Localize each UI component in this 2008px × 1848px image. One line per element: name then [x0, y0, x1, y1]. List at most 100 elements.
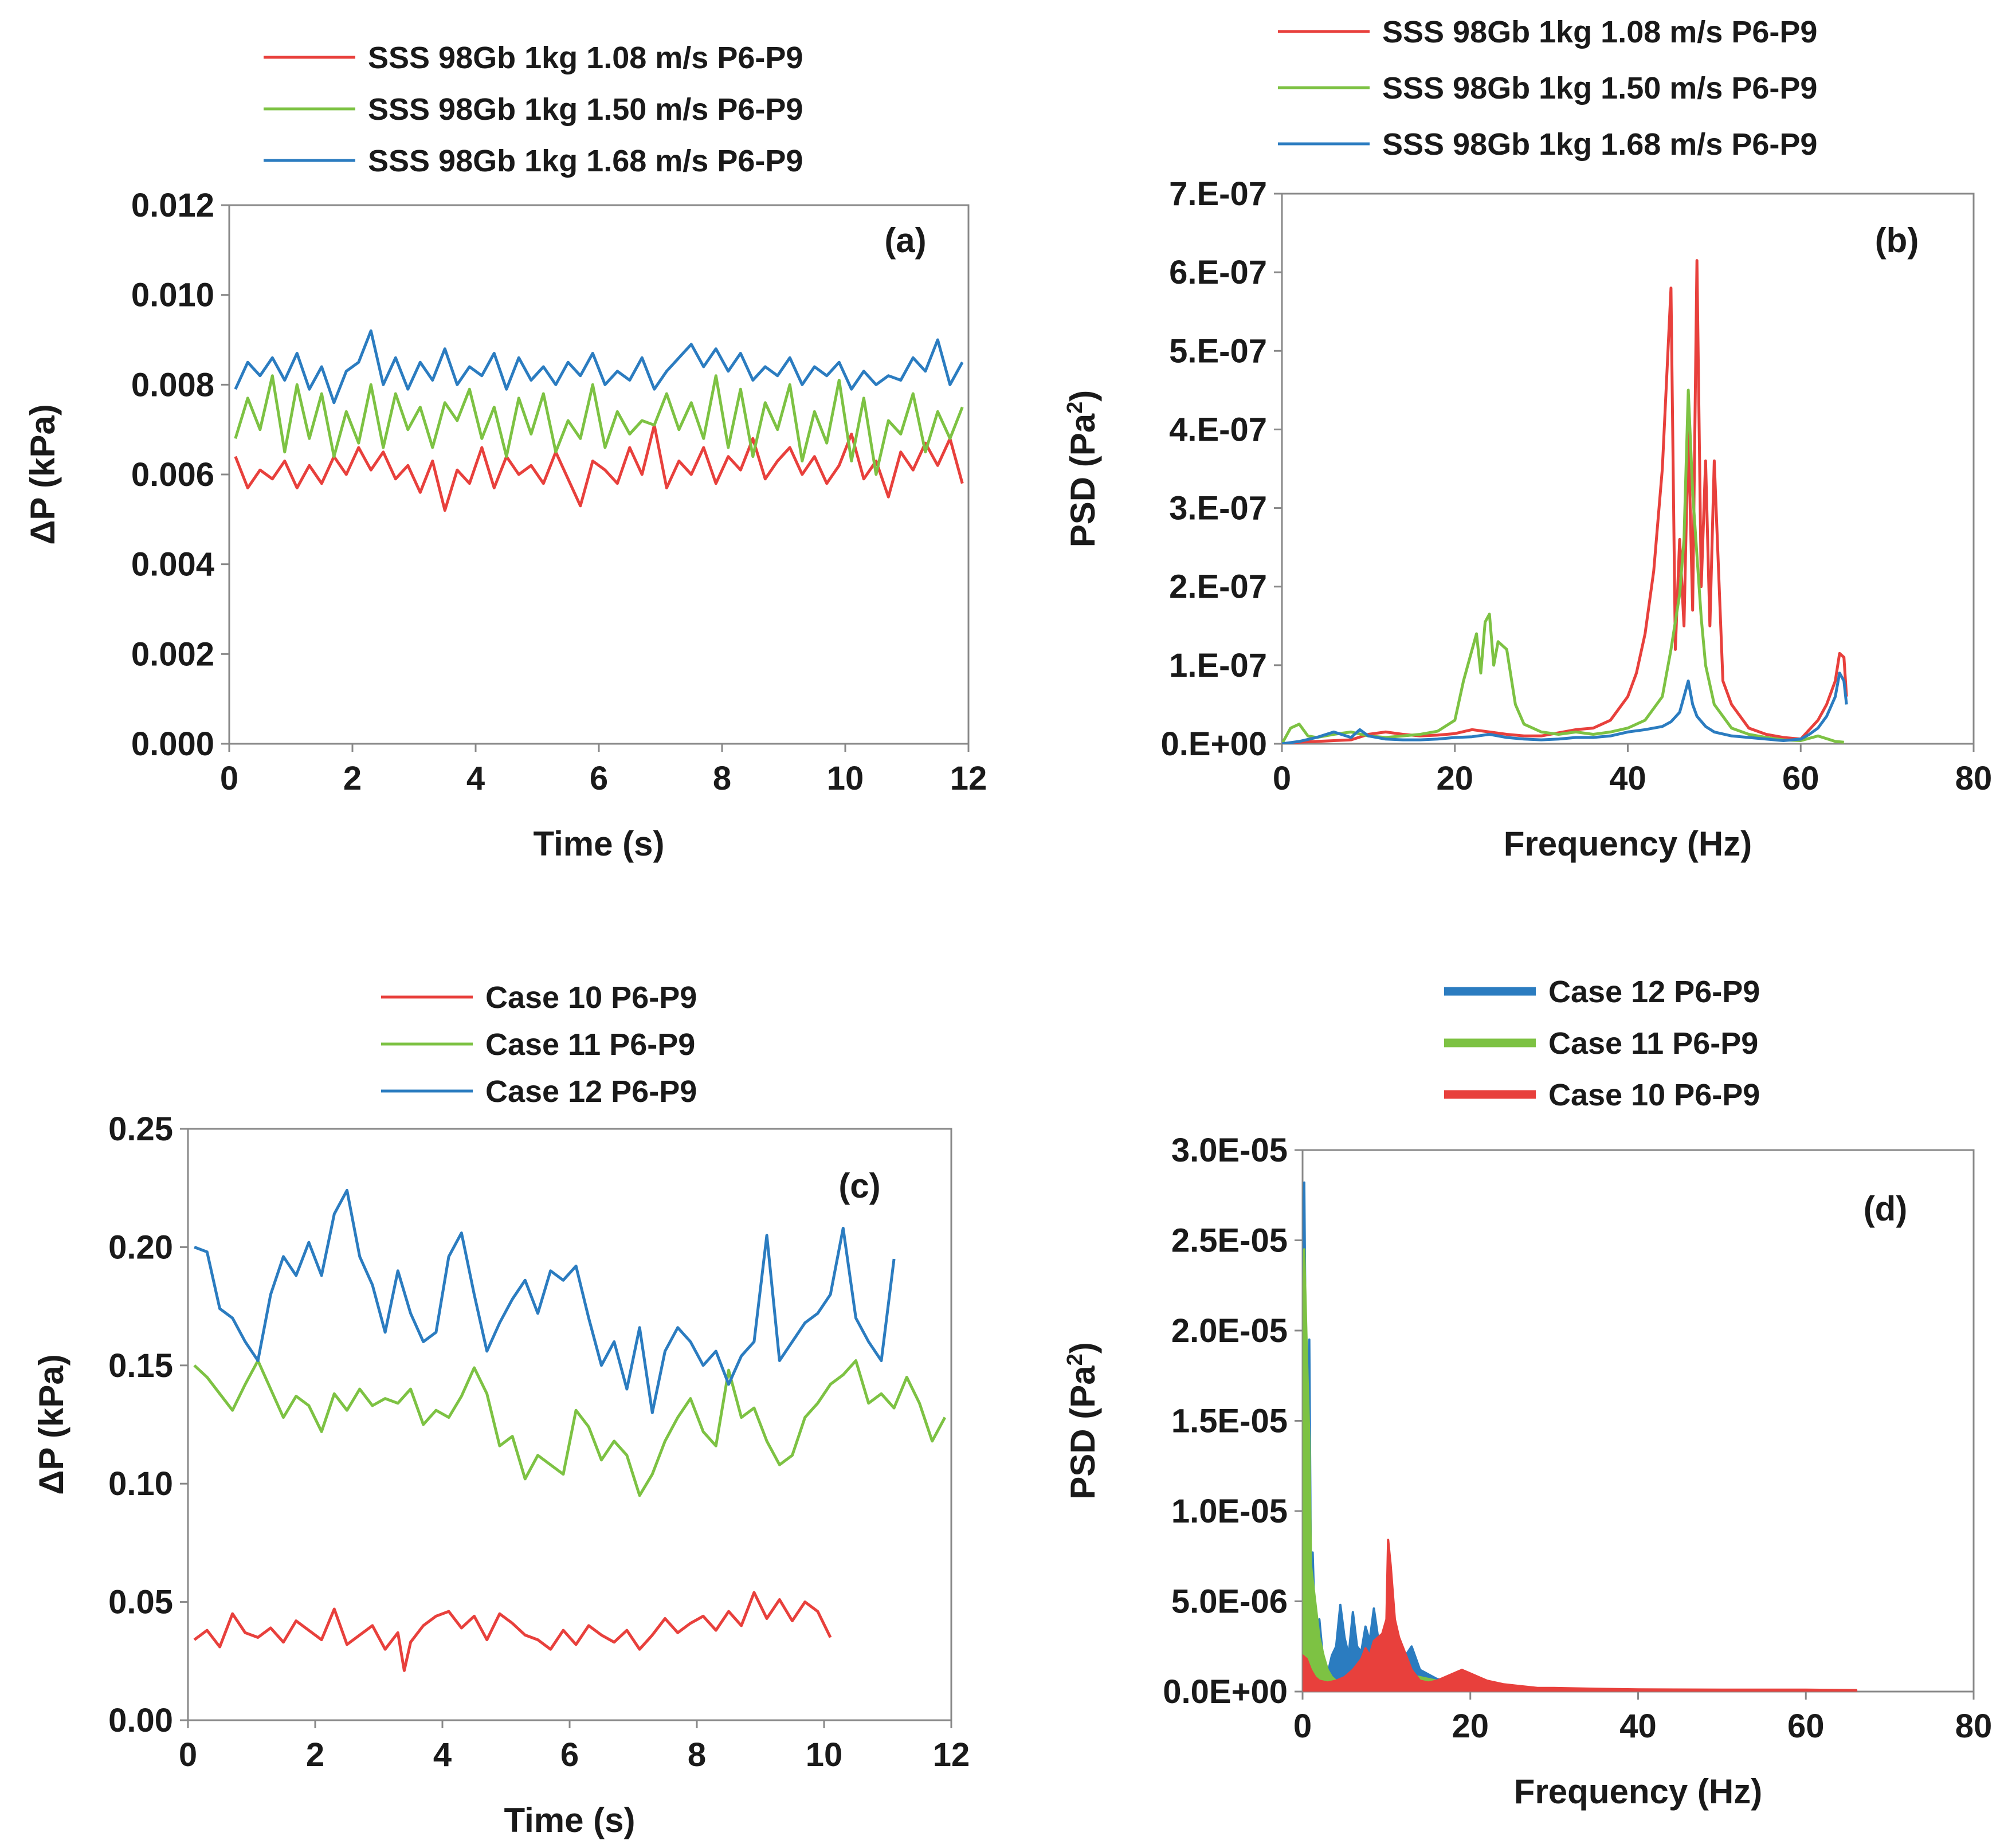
series-group [1282, 259, 1848, 744]
legend-label: Case 10 P6-P9 [485, 980, 697, 1015]
series-group [193, 1188, 947, 1672]
x-tick-label: 20 [1452, 1708, 1489, 1745]
y-tick-label: 0.008 [131, 366, 214, 403]
x-tick-label: 60 [1787, 1708, 1825, 1745]
x-tick-label: 6 [560, 1736, 579, 1774]
y-tick-label: 0.002 [131, 635, 214, 673]
y-tick-label: 0.10 [108, 1465, 173, 1502]
series-line-1 [234, 423, 964, 512]
y-axis-title: PSD (Pa2) [1063, 1342, 1102, 1500]
legend-label: SSS 98Gb 1kg 1.08 m/s P6-P9 [368, 41, 803, 75]
y-tick-label: 0.012 [131, 187, 214, 224]
series-line-3 [234, 329, 964, 405]
y-tick-label: 0.05 [108, 1584, 173, 1621]
y-axis-title: ΔP (kPa) [23, 404, 62, 544]
y-tick-label: 0.010 [131, 277, 214, 314]
x-axis-title: Time (s) [534, 825, 665, 863]
x-tick-label: 0 [1293, 1708, 1312, 1745]
plot-frame [228, 204, 970, 745]
x-tick-label: 20 [1436, 760, 1473, 797]
y-tick-label: 2.0E-05 [1171, 1312, 1288, 1349]
y-tick-label: 0.E+00 [1161, 725, 1267, 763]
x-tick-label: 0 [179, 1736, 197, 1774]
x-tick-label: 6 [590, 760, 608, 797]
y-tick-label: 1.0E-05 [1171, 1493, 1288, 1530]
y-tick-label: 3.0E-05 [1171, 1132, 1288, 1169]
legend: SSS 98Gb 1kg 1.08 m/s P6-P9 SSS 98Gb 1kg … [1278, 15, 1817, 162]
legend-label: Case 12 P6-P9 [1548, 975, 1760, 1009]
series-line-2 [1282, 389, 1844, 744]
y-axis-title: ΔP (kPa) [32, 1354, 70, 1494]
x-axis-title: Time (s) [504, 1801, 636, 1839]
legend-label: SSS 98Gb 1kg 1.68 m/s P6-P9 [368, 144, 803, 178]
y-tick-label: 2.5E-05 [1171, 1222, 1288, 1260]
x-tick-label: 12 [933, 1736, 970, 1774]
y-tick-label: 5.0E-06 [1171, 1583, 1288, 1621]
x-tick-label: 0 [220, 760, 238, 797]
x-tick-label: 8 [713, 760, 731, 797]
legend-label: Case 12 P6-P9 [485, 1074, 697, 1109]
x-tick-label: 10 [827, 760, 864, 797]
plot-frame [187, 1128, 952, 1721]
panel-label: (c) [838, 1167, 880, 1205]
legend: SSS 98Gb 1kg 1.08 m/s P6-P9 SSS 98Gb 1kg … [264, 41, 803, 178]
y-tick-label: 5.E-07 [1169, 332, 1267, 370]
panel-a: 0 2 4 6 8 10 12 0.000 0.002 0.004 0.006 0.008 0.010 0… [23, 41, 987, 863]
y-tick-label: 0.15 [108, 1347, 173, 1384]
x-tick-label: 40 [1619, 1708, 1657, 1745]
panel-label: (d) [1864, 1190, 1908, 1228]
y-tick-label: 0.20 [108, 1229, 173, 1266]
x-tick-label: 2 [343, 760, 362, 797]
y-tick-label: 4.E-07 [1169, 411, 1267, 448]
y-tick-label: 1.5E-05 [1171, 1403, 1288, 1440]
series-line-2 [234, 374, 964, 476]
x-tick-label: 2 [306, 1736, 324, 1774]
x-tick-label: 4 [466, 760, 485, 797]
x-tick-label: 12 [950, 760, 987, 797]
plot-frame [1281, 193, 1975, 745]
series-area-3 [1303, 1539, 1858, 1692]
series-line-1 [193, 1591, 832, 1672]
y-tick-label: 0.25 [108, 1111, 173, 1148]
x-tick-label: 0 [1273, 760, 1291, 797]
panel-label: (b) [1875, 221, 1919, 260]
series-line-2 [193, 1359, 947, 1497]
x-tick-label: 10 [806, 1736, 843, 1774]
y-tick-label: 0.000 [131, 725, 214, 763]
panel-c: 0 2 4 6 8 10 12 0.00 0.05 0.10 0.15 0.20 0.25 Time (s… [32, 980, 970, 1839]
legend-label: Case 10 P6-P9 [1548, 1078, 1760, 1112]
y-axis-title: PSD (Pa2) [1063, 390, 1102, 548]
x-axis-title: Frequency (Hz) [1514, 1772, 1762, 1811]
legend: Case 10 P6-P9 Case 11 P6-P9 Case 12 P6-P9 [381, 980, 697, 1109]
legend-label: SSS 98Gb 1kg 1.68 m/s P6-P9 [1382, 127, 1817, 162]
x-tick-label: 8 [688, 1736, 706, 1774]
y-tick-label: 7.E-07 [1169, 175, 1267, 213]
y-tick-label: 0.00 [108, 1702, 173, 1739]
x-tick-label: 60 [1782, 760, 1819, 797]
y-tick-label: 1.E-07 [1169, 647, 1267, 684]
series-line-3 [1282, 672, 1848, 744]
y-tick-label: 6.E-07 [1169, 254, 1267, 291]
series-group [234, 329, 964, 512]
panel-d: 0 20 40 60 80 0.0E+00 5.0E-06 1.0E-05 1.5E-05 2.0… [1063, 975, 1992, 1811]
legend-label: SSS 98Gb 1kg 1.50 m/s P6-P9 [368, 92, 803, 127]
y-tick-label: 3.E-07 [1169, 490, 1267, 527]
x-tick-label: 4 [433, 1736, 452, 1774]
series-line-3 [194, 1188, 896, 1414]
legend: Case 12 P6-P9 Case 11 P6-P9 Case 10 P6-P9 [1444, 975, 1760, 1112]
x-tick-label: 80 [1955, 1708, 1993, 1745]
legend-label: Case 11 P6-P9 [1548, 1026, 1758, 1061]
x-tick-label: 40 [1609, 760, 1646, 797]
legend-label: SSS 98Gb 1kg 1.08 m/s P6-P9 [1382, 15, 1817, 49]
plot-frame [1301, 1149, 1975, 1693]
x-axis-title: Frequency (Hz) [1504, 825, 1752, 863]
y-tick-label: 0.006 [131, 456, 214, 493]
x-tick-label: 80 [1955, 760, 1993, 797]
series-line-1 [1282, 259, 1848, 744]
y-tick-label: 0.004 [131, 546, 214, 583]
series-group [1303, 1181, 1858, 1692]
legend-label: Case 11 P6-P9 [485, 1027, 695, 1062]
panel-label: (a) [884, 221, 926, 260]
y-tick-label: 2.E-07 [1169, 568, 1267, 606]
